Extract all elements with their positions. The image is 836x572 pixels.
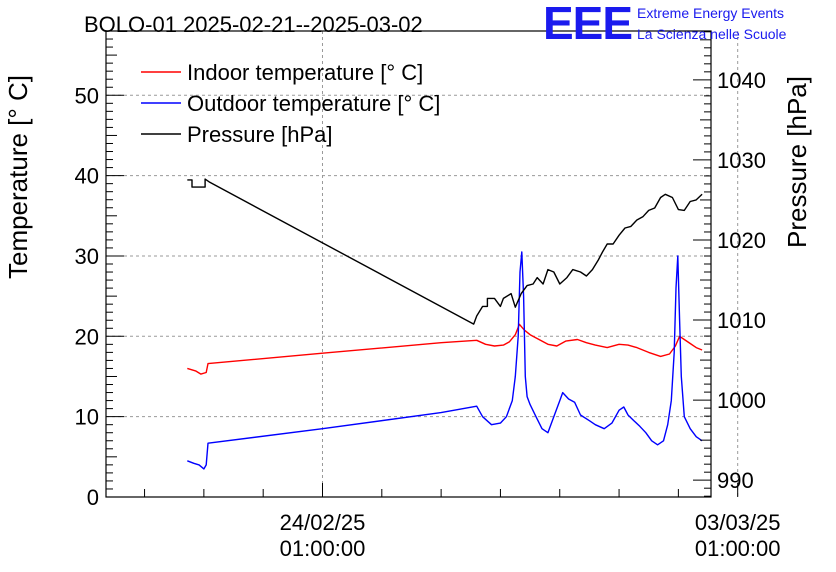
eee-logo: EEE Extreme Energy Events La Scienza nel… — [543, 0, 787, 49]
tick-labels: 010203040509901000101010201030104024/02/… — [75, 68, 781, 561]
y2-tick-label: 1020 — [717, 228, 766, 253]
y-tick-label: 10 — [75, 405, 99, 430]
y2-tick-label: 1000 — [717, 388, 766, 413]
y-tick-label: 50 — [75, 83, 99, 108]
eee-logo-mark: EEE — [543, 0, 632, 49]
y-tick-label: 30 — [75, 244, 99, 269]
axis-ticks — [106, 31, 739, 498]
y-tick-label: 40 — [75, 164, 99, 189]
eee-logo-line1: Extreme Energy Events — [637, 5, 784, 21]
eee-logo-line2: La Scienza nelle Scuole — [637, 26, 787, 42]
y2-axis-label: Pressure [hPa] — [782, 76, 812, 248]
chart-title: BOLO-01 2025-02-21--2025-03-02 — [84, 12, 423, 37]
y2-tick-label: 1040 — [717, 68, 766, 93]
x-tick-label-time: 01:00:00 — [695, 536, 781, 561]
x-tick-label-date: 03/03/25 — [695, 510, 781, 535]
y-tick-label: 0 — [87, 485, 99, 510]
x-tick-label-date: 24/02/25 — [280, 510, 366, 535]
series-line-0 — [187, 323, 703, 375]
series-line-2 — [187, 178, 703, 325]
legend-label: Indoor temperature [° C] — [187, 60, 423, 85]
y2-tick-label: 1010 — [717, 308, 766, 333]
legend: Indoor temperature [° C] Outdoor temperat… — [141, 60, 440, 147]
series-layer — [187, 178, 703, 470]
y2-tick-label: 1030 — [717, 148, 766, 173]
y2-tick-label: 990 — [717, 468, 754, 493]
legend-label: Outdoor temperature [° C] — [187, 91, 440, 116]
y-tick-label: 20 — [75, 324, 99, 349]
legend-label: Pressure [hPa] — [187, 122, 333, 147]
x-tick-label-time: 01:00:00 — [280, 536, 366, 561]
y-axis-label: Temperature [° C] — [3, 75, 33, 279]
series-line-1 — [187, 251, 703, 470]
